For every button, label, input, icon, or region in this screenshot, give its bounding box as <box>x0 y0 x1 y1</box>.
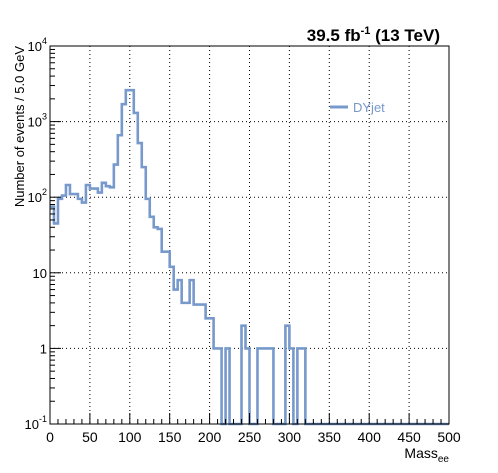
tick-labels: 0 50 100 150 200 250 300 350 400 450 500 10-1 1 10 102… <box>25 36 461 445</box>
x-tick-label: 200 <box>198 429 222 445</box>
y-tick-label: 102 <box>28 187 47 205</box>
x-axis-label-base: Mass <box>404 445 437 461</box>
x-axis-label-subscript: ee <box>438 454 450 465</box>
x-tick-label: 350 <box>318 429 342 445</box>
y-tick-label: 1 <box>40 341 47 356</box>
legend-label-dyjet: DYjet <box>353 100 385 115</box>
y-axis-label: Number of events / 5.0 GeV <box>12 46 27 207</box>
axis-ticks <box>49 45 450 425</box>
x-tick-label: 300 <box>278 429 302 445</box>
grid-lines <box>50 46 449 424</box>
x-tick-label: 500 <box>437 429 461 445</box>
x-tick-label: 250 <box>238 429 262 445</box>
x-tick-label: 100 <box>118 429 142 445</box>
luminosity-exponent: -1 <box>361 25 371 37</box>
x-tick-label: 150 <box>158 429 182 445</box>
energy-label: (13 TeV) <box>370 26 440 45</box>
series-layer <box>50 88 449 426</box>
y-tick-label: 10-1 <box>25 414 47 432</box>
y-tick-label: 103 <box>28 112 47 130</box>
x-tick-label: 50 <box>82 429 98 445</box>
x-tick-label: 0 <box>46 429 54 445</box>
x-axis-label: Massee <box>404 445 449 465</box>
luminosity-title: 39.5 fb-1 (13 TeV) <box>307 25 440 45</box>
series-line-dyjet <box>50 88 449 426</box>
x-tick-label: 450 <box>397 429 421 445</box>
luminosity-value: 39.5 fb <box>307 26 361 45</box>
y-tick-label: 10 <box>33 266 47 281</box>
y-tick-label: 104 <box>28 36 47 54</box>
x-tick-label: 400 <box>358 429 382 445</box>
legend: DYjet <box>330 100 385 115</box>
